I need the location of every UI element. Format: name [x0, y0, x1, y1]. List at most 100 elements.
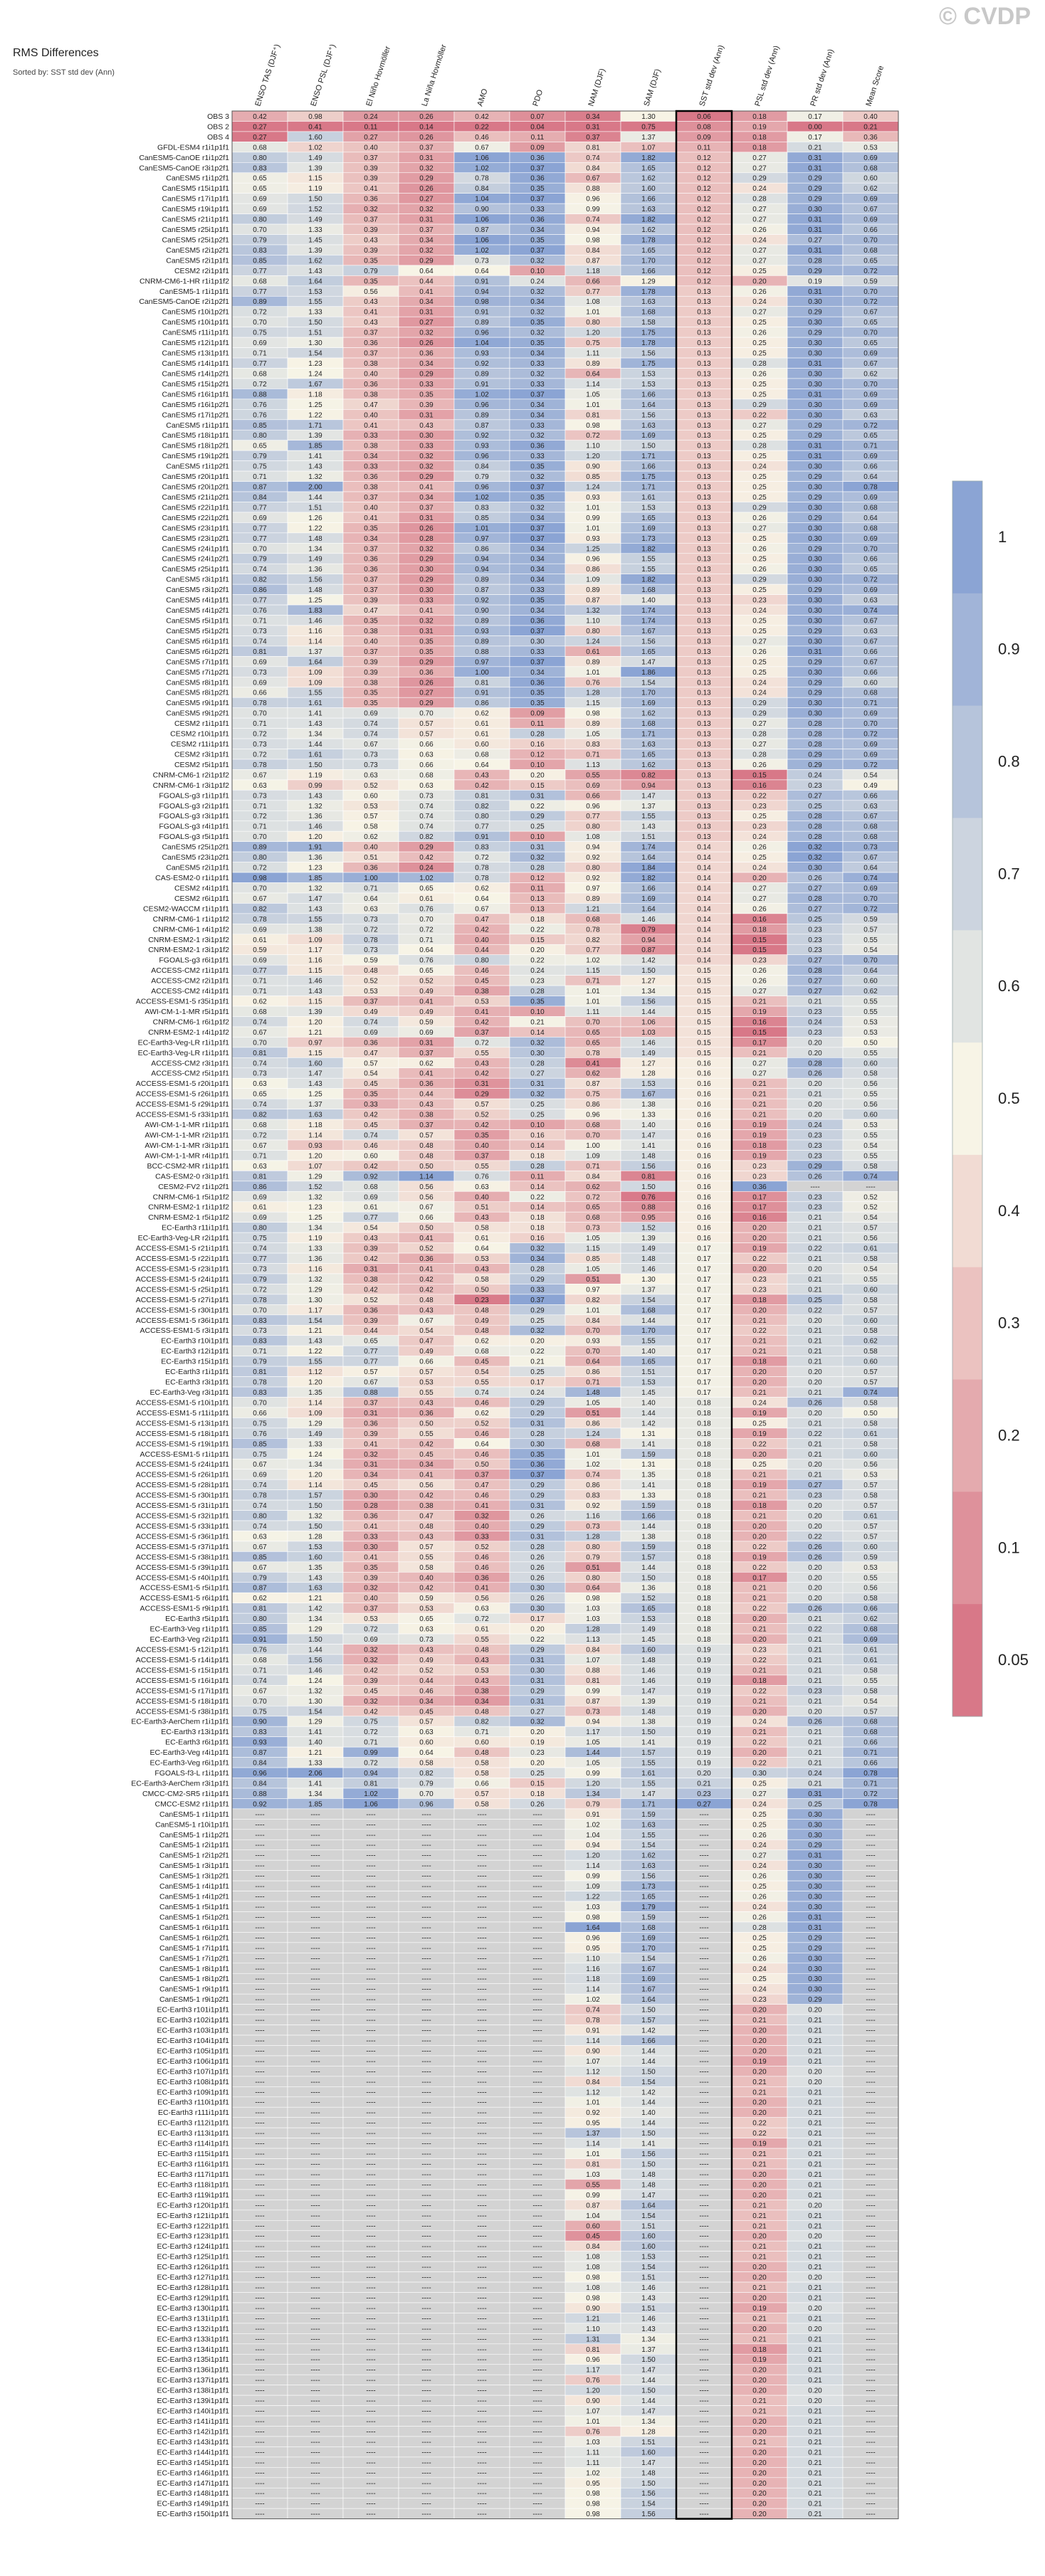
cell-value: 0.60	[364, 1152, 378, 1160]
cell-value: ----	[255, 1842, 264, 1849]
cell-value: 0.19	[697, 1677, 711, 1685]
cell-value: 1.55	[641, 566, 656, 574]
cell-value: 0.23	[752, 1647, 767, 1654]
cell-value: 0.32	[530, 329, 545, 337]
cell-value: 1.82	[641, 216, 656, 224]
cell-value: 1.48	[641, 1255, 656, 1263]
cell-value: 0.29	[808, 658, 822, 666]
cell-value: 0.72	[863, 576, 878, 584]
cell-value: 0.85	[253, 257, 267, 265]
cell-value: 0.07	[530, 113, 545, 121]
cell-value: 0.68	[419, 771, 434, 779]
cell-value: 0.28	[808, 895, 822, 903]
cell-value: 0.28	[530, 1060, 545, 1067]
cell-value: 0.78	[863, 1770, 878, 1778]
cell-value: 0.70	[863, 545, 878, 553]
cell-value: ----	[477, 1862, 486, 1870]
cell-value: ----	[421, 2130, 431, 2138]
cell-value: 1.43	[308, 463, 322, 471]
cell-value: 1.32	[308, 1193, 322, 1201]
row-label: CESM2 r4i1p1f1	[174, 884, 229, 892]
cell-value: 0.25	[752, 1811, 767, 1819]
cell-value: 1.06	[475, 154, 489, 162]
cell-value: 0.30	[808, 1975, 822, 1983]
cell-value: 0.41	[419, 607, 434, 615]
cell-value: ----	[699, 1913, 708, 1921]
cell-value: 0.18	[697, 1523, 711, 1531]
cell-value: ----	[477, 1873, 486, 1881]
cell-value: 0.67	[253, 1687, 267, 1695]
cell-value: 0.82	[586, 1297, 600, 1304]
cell-value: 0.27	[752, 1790, 767, 1798]
cell-value: ----	[699, 1842, 708, 1849]
row-label: EC-Earth3 r6i1p1f1	[165, 1738, 229, 1747]
cell-value: 0.21	[808, 1214, 822, 1222]
cell-value: 0.60	[863, 1358, 878, 1366]
cell-value: 1.37	[586, 2130, 600, 2138]
cell-value: 0.74	[253, 1060, 267, 1067]
cell-value: 0.20	[530, 1728, 545, 1736]
cell-value: 0.13	[697, 782, 711, 790]
cell-value: ----	[699, 1965, 708, 1973]
cell-value: ----	[310, 1894, 320, 1901]
cell-value: 0.27	[752, 720, 767, 728]
cell-value: 1.50	[308, 196, 322, 204]
cell-value: ----	[477, 2017, 486, 2025]
cell-value: 1.14	[586, 2037, 600, 2045]
cell-value: 1.04	[475, 196, 489, 204]
cell-value: 0.66	[863, 792, 878, 800]
cell-value: 0.19	[752, 1121, 767, 1129]
cell-value: 0.40	[364, 411, 378, 419]
cell-value: 0.79	[253, 453, 267, 460]
cell-value: 0.24	[530, 1389, 545, 1397]
cell-value: 0.35	[364, 257, 378, 265]
cell-value: 1.41	[308, 1780, 322, 1788]
cell-value: 0.26	[752, 1832, 767, 1839]
cell-value: 1.46	[641, 1667, 656, 1674]
cell-value: 1.02	[308, 144, 322, 152]
cell-value: 1.37	[308, 1101, 322, 1109]
cell-value: 0.20	[808, 1368, 822, 1376]
cell-value: 0.57	[419, 1368, 434, 1376]
cell-value: ----	[421, 1873, 431, 1881]
cell-value: 1.51	[308, 504, 322, 512]
cell-value: 0.18	[697, 1410, 711, 1418]
cell-value: 0.20	[752, 875, 767, 882]
cell-value: 0.24	[752, 679, 767, 687]
cell-value: ----	[699, 1996, 708, 2004]
cell-value: 0.81	[586, 144, 600, 152]
cell-value: 0.17	[697, 1389, 711, 1397]
cell-value: 0.12	[697, 216, 711, 224]
cell-value: 0.30	[530, 1050, 545, 1057]
cell-value: 0.35	[530, 494, 545, 502]
cell-value: 0.53	[364, 803, 378, 811]
cell-value: 0.68	[253, 370, 267, 378]
cell-value: 0.51	[586, 1410, 600, 1418]
cell-value: 1.53	[641, 370, 656, 378]
row-label: CanESM5 r23i1p2f1	[162, 853, 229, 862]
cell-value: 1.22	[308, 524, 322, 532]
cell-value: 0.14	[697, 854, 711, 862]
cell-value: 0.48	[419, 1142, 434, 1150]
cell-value: 0.13	[697, 545, 711, 553]
cell-value: 0.13	[697, 556, 711, 564]
cell-value: 0.65	[364, 1338, 378, 1346]
cell-value: 0.73	[419, 792, 434, 800]
cell-value: ----	[255, 2109, 264, 2117]
cell-value: 0.22	[475, 123, 489, 131]
cell-value: 0.43	[475, 771, 489, 779]
row-label: CNRM-ESM2-1 r3i1p1f2	[148, 946, 229, 954]
cell-value: 1.50	[308, 319, 322, 327]
cell-value: 0.54	[419, 1327, 434, 1335]
cell-value: 0.24	[752, 1719, 767, 1726]
cell-value: 0.32	[530, 1719, 545, 1726]
cell-value: 0.61	[475, 1235, 489, 1242]
cell-value: 0.81	[586, 411, 600, 419]
cell-value: 0.66	[419, 761, 434, 769]
cell-value: 0.93	[586, 494, 600, 502]
cell-value: 0.16	[530, 1132, 545, 1140]
cell-value: 0.83	[253, 1338, 267, 1346]
cell-value: 0.62	[586, 1070, 600, 1078]
cell-value: 0.81	[253, 648, 267, 656]
cell-value: 0.37	[419, 1050, 434, 1057]
